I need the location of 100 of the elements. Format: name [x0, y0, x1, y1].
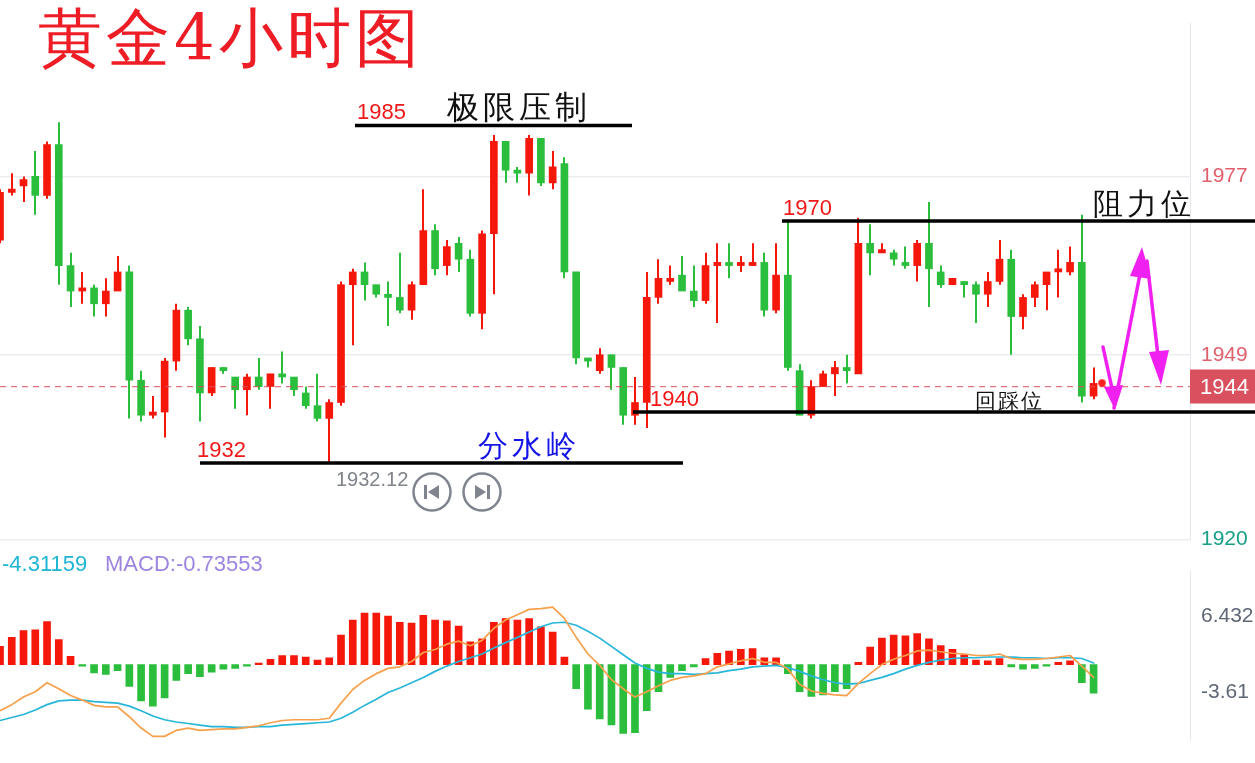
- bar: [1054, 661, 1063, 665]
- bar: [619, 664, 628, 734]
- candlestick: [31, 149, 40, 216]
- candlestick: [7, 172, 16, 197]
- bar: [419, 615, 428, 665]
- candlestick: [866, 223, 874, 277]
- candlestick: [301, 385, 310, 410]
- chart-title: 黄金4小时图: [38, 1, 423, 75]
- bar: [102, 664, 110, 675]
- candlestick: [1066, 245, 1074, 277]
- bar: [78, 664, 87, 667]
- bar: [125, 664, 134, 687]
- bar: [172, 664, 181, 681]
- bar: [90, 664, 98, 674]
- y-tick-label: -3.61: [1201, 678, 1249, 702]
- bar: [525, 618, 533, 665]
- bar: [31, 629, 40, 665]
- candlestick: [901, 245, 910, 270]
- annotation: MACD:-0.73553: [105, 551, 263, 577]
- bar: [160, 664, 169, 699]
- annotation: 回踩位: [975, 389, 1044, 414]
- bar: [66, 655, 75, 665]
- candlestick: [454, 235, 463, 273]
- bar: [678, 664, 686, 671]
- candlestick: [936, 264, 945, 289]
- candlestick: [290, 376, 298, 398]
- ref-line-label: 1932: [197, 436, 246, 462]
- bar: [384, 615, 392, 665]
- bar: [572, 664, 581, 690]
- annotation: 分水岭: [478, 427, 580, 463]
- y-tick-label: 1949: [1201, 341, 1248, 365]
- ref-line-label: 1985: [357, 99, 406, 125]
- candlestick: [972, 280, 980, 324]
- bar: [831, 664, 839, 693]
- bar: [184, 664, 192, 674]
- bar: [254, 662, 263, 665]
- ref-line-label: 1940: [650, 386, 699, 412]
- candlestick: [983, 270, 992, 308]
- candlestick: [1054, 248, 1063, 299]
- bar: [1077, 664, 1086, 684]
- candlestick: [1019, 293, 1027, 331]
- candlestick: [384, 280, 392, 328]
- annotation: -4.31159: [2, 551, 88, 577]
- bar: [337, 634, 345, 665]
- bar: [278, 655, 287, 665]
- bar: [913, 633, 922, 665]
- candlestick: [595, 347, 604, 375]
- candlestick: [607, 353, 616, 391]
- bar: [7, 637, 16, 665]
- bar: [854, 661, 863, 665]
- bar: [137, 664, 145, 702]
- annotation: 极限压制: [446, 88, 591, 127]
- candlestick: [395, 251, 404, 315]
- candlestick: [19, 175, 28, 203]
- ref-line-label: 1944: [1200, 373, 1249, 399]
- bar: [431, 619, 439, 665]
- candlestick: [713, 242, 722, 324]
- candlestick: [995, 239, 1004, 286]
- bar: [1019, 664, 1027, 670]
- candlestick: [678, 255, 686, 293]
- candlestick: [666, 264, 675, 286]
- bar: [113, 664, 122, 671]
- y-tick-label: 1977: [1201, 163, 1248, 187]
- bar: [631, 664, 639, 733]
- bar: [1030, 664, 1039, 669]
- bar: [866, 646, 874, 665]
- bar: [1066, 660, 1074, 665]
- bar: [548, 631, 557, 665]
- bar: [54, 639, 63, 665]
- bar: [595, 664, 604, 720]
- candlestick: [913, 239, 922, 283]
- candlestick: [443, 239, 451, 277]
- candlestick: [725, 242, 733, 280]
- candlestick: [689, 264, 698, 308]
- bar: [290, 655, 298, 665]
- bar: [584, 664, 592, 710]
- y-tick-label: 1920: [1201, 526, 1248, 550]
- bar: [889, 634, 898, 665]
- bar: [713, 652, 722, 665]
- bar: [325, 657, 334, 665]
- bar: [348, 619, 357, 665]
- candlestick: [1030, 280, 1039, 308]
- y-tick-label: 6.432: [1201, 602, 1254, 626]
- candlestick: [348, 267, 357, 347]
- candlestick: [231, 376, 240, 410]
- candlestick: [325, 398, 334, 464]
- bar: [266, 658, 275, 665]
- annotation: 阻力位: [1093, 186, 1195, 221]
- bar: [19, 630, 28, 665]
- candlestick: [831, 360, 839, 398]
- candlestick: [254, 356, 263, 391]
- candlestick: [90, 283, 98, 318]
- bar: [689, 664, 698, 668]
- candlestick: [243, 372, 251, 417]
- bar: [43, 621, 51, 665]
- bar: [1007, 664, 1016, 668]
- bar: [701, 658, 710, 665]
- bar: [666, 664, 675, 678]
- candlestick: [313, 372, 322, 423]
- candlestick: [654, 258, 663, 305]
